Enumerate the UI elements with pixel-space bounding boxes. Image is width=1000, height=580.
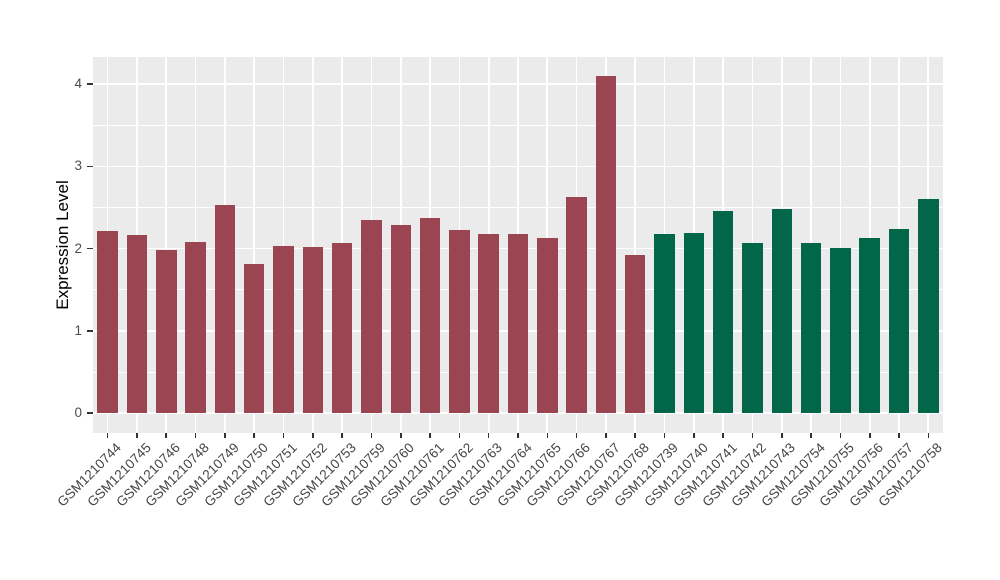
bar-GSM1210766 — [566, 196, 587, 413]
x-axis-tick — [868, 433, 871, 438]
x-axis-tick — [575, 433, 578, 438]
gridline-major-vertical — [839, 57, 842, 433]
x-axis-tick — [106, 433, 109, 438]
y-axis-tick — [87, 247, 93, 250]
bar-GSM1210768 — [624, 254, 646, 413]
x-axis-tick — [722, 433, 724, 438]
bar-GSM1210746 — [156, 250, 177, 413]
bar-GSM1210754 — [800, 242, 822, 413]
x-axis-tick — [927, 433, 930, 438]
x-axis-tick — [312, 433, 314, 438]
x-axis-tick — [458, 433, 461, 438]
gridline-major-vertical — [634, 57, 637, 433]
x-axis-tick — [224, 433, 226, 438]
gridline-major-vertical — [253, 57, 256, 433]
gridline-major-vertical — [282, 57, 285, 433]
bar-GSM1210740 — [683, 232, 705, 413]
bar-GSM1210758 — [918, 199, 939, 413]
y-tick-label: 0 — [74, 405, 82, 420]
x-axis-tick — [487, 433, 490, 438]
x-axis-tick — [898, 433, 900, 438]
x-axis-tick — [751, 433, 754, 438]
bar-GSM1210745 — [126, 235, 148, 413]
x-axis-tick — [282, 433, 285, 438]
y-axis-tick — [87, 330, 93, 332]
bar-GSM1210749 — [214, 204, 236, 413]
y-tick-label: 1 — [74, 322, 82, 338]
bar-GSM1210755 — [830, 247, 851, 413]
y-axis-tick — [87, 165, 93, 168]
x-axis-tick — [429, 433, 431, 438]
bar-GSM1210763 — [478, 234, 499, 413]
bar-GSM1210761 — [419, 217, 441, 413]
x-axis-tick — [810, 433, 812, 438]
x-axis-tick — [341, 433, 343, 438]
x-axis-tick — [546, 433, 549, 438]
x-axis-tick — [165, 433, 168, 438]
bar-GSM1210752 — [302, 246, 324, 413]
x-axis-tick — [253, 433, 255, 438]
bar-GSM1210762 — [449, 230, 470, 413]
x-axis-tick — [693, 433, 695, 438]
bar-GSM1210751 — [273, 245, 294, 413]
bar-GSM1210739 — [654, 233, 675, 413]
bar-GSM1210765 — [537, 237, 558, 413]
bar-GSM1210742 — [742, 243, 763, 413]
gridline-major-vertical — [165, 57, 168, 433]
x-axis-tick — [399, 433, 402, 438]
bar-GSM1210757 — [888, 228, 910, 413]
bar-GSM1210753 — [331, 243, 353, 413]
x-axis-tick — [634, 433, 637, 438]
y-tick-label: 2 — [74, 240, 82, 256]
bar-GSM1210741 — [712, 211, 734, 413]
gridline-major-vertical — [311, 57, 314, 433]
x-axis-tick — [839, 433, 842, 438]
bar-GSM1210750 — [243, 264, 265, 413]
y-axis-tick — [87, 412, 93, 414]
x-axis-tick — [136, 433, 138, 438]
bar-GSM1210744 — [97, 231, 118, 413]
x-axis-tick — [194, 433, 197, 438]
x-axis-tick — [370, 433, 373, 438]
bar-GSM1210756 — [859, 237, 880, 413]
y-axis-tick — [87, 83, 93, 85]
y-tick-label: 3 — [74, 158, 82, 174]
bar-GSM1210764 — [507, 234, 529, 413]
x-axis-tick — [605, 433, 607, 438]
bar-GSM1210767 — [595, 75, 617, 413]
y-tick-label: 4 — [74, 76, 82, 92]
x-axis-tick — [663, 433, 666, 438]
x-axis-tick — [780, 433, 783, 438]
bar-GSM1210760 — [390, 225, 411, 413]
bar-GSM1210748 — [185, 241, 206, 413]
x-axis-tick — [517, 433, 519, 438]
bar-GSM1210759 — [361, 219, 382, 413]
bar-GSM1210743 — [771, 208, 793, 413]
